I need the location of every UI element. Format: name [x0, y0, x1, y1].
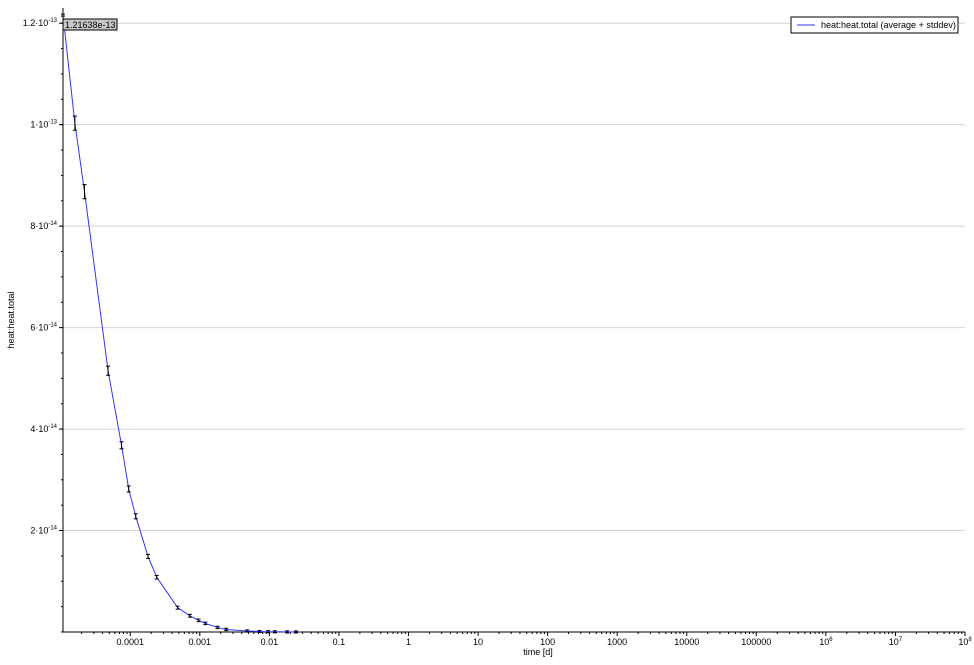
error-bar [266, 630, 271, 634]
series-line [62, 15, 296, 633]
error-bar [196, 618, 201, 623]
error-bar [245, 629, 250, 633]
legend[interactable]: heat:heat.total (average + stddev) [790, 16, 959, 34]
legend-label: heat:heat.total (average + stddev) [821, 20, 956, 30]
error-bar [61, 13, 65, 17]
x-tick-label-base: 0.1 [333, 637, 346, 647]
x-tick-label-exp: 7 [899, 637, 903, 643]
x-tick-label: 108 [958, 637, 972, 647]
x-tick-label-base: 10 [819, 637, 829, 647]
x-tick-label: 0.01 [261, 637, 279, 647]
x-tick-label: 10 [473, 637, 483, 647]
error-bar [126, 485, 131, 493]
y-tick-label-base: 1.2·10 [23, 18, 49, 28]
x-tick-label: 1000 [607, 637, 627, 647]
y-tick-label-exp: -13 [48, 120, 57, 126]
error-bar [224, 627, 229, 632]
error-bar [72, 115, 77, 131]
y-tick-label: 1.2·10-13 [23, 18, 58, 28]
x-tick-label-base: 10 [958, 637, 968, 647]
x-tick-label-exp: 6 [829, 637, 833, 643]
y-tick-label: 2·10-14 [30, 526, 57, 536]
x-tick-label-base: 0.0001 [116, 637, 144, 647]
error-bar [82, 184, 87, 200]
x-tick-label-base: 10 [889, 637, 899, 647]
legend-box [790, 16, 959, 34]
error-bar [106, 365, 111, 376]
x-tick-label: 0.001 [189, 637, 212, 647]
error-bar [203, 621, 208, 626]
x-tick-label-base: 1 [406, 637, 411, 647]
x-tick-label-base: 1000 [607, 637, 627, 647]
x-tick-label: 10000 [674, 637, 699, 647]
error-bar [154, 574, 159, 580]
readout-text: 1.21638e-13 [65, 20, 116, 30]
error-bar [133, 513, 138, 520]
error-bar [175, 605, 180, 610]
readout-box [62, 18, 118, 31]
y-tick-label: 6·10-14 [30, 323, 57, 333]
y-tick-label-exp: -13 [48, 18, 57, 24]
x-tick-label-base: 10000 [674, 637, 699, 647]
y-tick-label-base: 1·10 [30, 120, 48, 130]
y-tick-label-exp: -14 [48, 424, 57, 430]
y-tick-label: 4·10-14 [30, 424, 57, 434]
error-bar [272, 630, 277, 634]
error-bar [257, 629, 262, 634]
x-tick-label: 106 [819, 637, 833, 647]
x-tick-label: 107 [889, 637, 903, 647]
error-bar [119, 441, 124, 450]
x-tick-label-base: 0.001 [189, 637, 212, 647]
x-tick-label: 1 [406, 637, 411, 647]
y-tick-label-base: 6·10 [30, 323, 48, 333]
y-tick-label-base: 8·10 [30, 221, 48, 231]
x-tick-label-base: 100 [540, 637, 555, 647]
y-tick-label-exp: -14 [48, 221, 57, 227]
y-tick-label-exp: -14 [48, 323, 57, 329]
x-tick-label: 0.0001 [116, 637, 144, 647]
x-tick-label-base: 0.01 [261, 637, 279, 647]
y-tick-label-exp: -14 [48, 526, 57, 532]
x-tick-label: 0.1 [333, 637, 346, 647]
x-tick-label-base: 100000 [741, 637, 771, 647]
error-bar [285, 630, 290, 634]
y-tick-label-base: 4·10 [30, 424, 48, 434]
x-axis-title: time [d] [523, 647, 553, 657]
x-tick-label: 100 [540, 637, 555, 647]
x-tick-label-exp: 8 [968, 637, 972, 643]
y-axis-title: heat:heat.total [6, 291, 16, 348]
value-readout: 1.21638e-13 [62, 18, 118, 31]
error-bar [145, 553, 150, 559]
error-bar [293, 630, 298, 634]
x-tick-label-base: 10 [473, 637, 483, 647]
y-tick-label-base: 2·10 [30, 526, 48, 536]
grid-layer [63, 22, 965, 532]
y-tick-label: 1·10-13 [30, 120, 57, 130]
series-layer [61, 13, 298, 634]
error-bar [187, 613, 192, 618]
x-tick-label: 100000 [741, 637, 771, 647]
axes-layer: 2·10-144·10-146·10-148·10-141·10-131.2·1… [6, 8, 972, 657]
y-tick-label: 8·10-14 [30, 221, 57, 231]
error-bar [215, 625, 220, 630]
